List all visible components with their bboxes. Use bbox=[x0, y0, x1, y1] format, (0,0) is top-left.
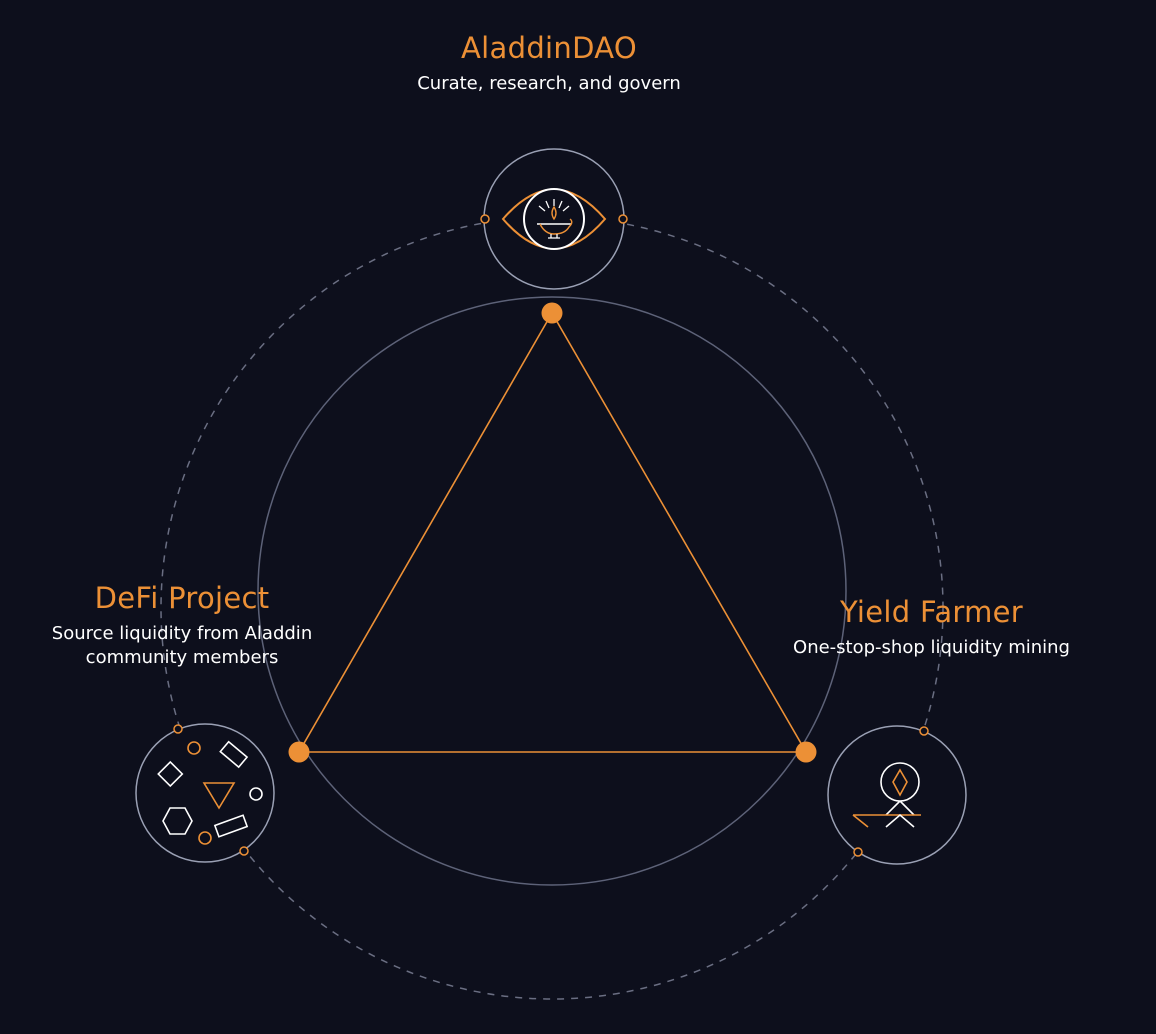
defi-label: DeFi Project Source liquidity from Aladd… bbox=[20, 580, 344, 670]
aladdin-title: AladdinDAO bbox=[461, 31, 637, 65]
connector-dot bbox=[480, 214, 490, 224]
vertex-dot-top bbox=[541, 302, 563, 324]
connector-dot bbox=[618, 214, 628, 224]
scattered-shapes-icon bbox=[157, 740, 263, 845]
yield-node[interactable] bbox=[827, 725, 967, 865]
defi-node[interactable] bbox=[135, 723, 275, 863]
farmer-icon bbox=[852, 762, 921, 828]
connection-triangle bbox=[297, 311, 808, 753]
vertex-dot-right bbox=[795, 741, 817, 763]
defi-subtitle: Source liquidity from Aladdin community … bbox=[51, 623, 313, 668]
connector-dot bbox=[173, 724, 183, 734]
lamp-eye-icon bbox=[501, 188, 607, 250]
vertex-dot-left bbox=[288, 741, 310, 763]
defi-title: DeFi Project bbox=[94, 581, 270, 615]
yield-subtitle: One-stop-shop liquidity mining bbox=[793, 637, 1070, 658]
aladdin-label: AladdinDAO Curate, research, and govern bbox=[300, 30, 798, 96]
outer-dashed-orbit bbox=[160, 216, 944, 1000]
yield-label: Yield Farmer One-stop-shop liquidity min… bbox=[770, 594, 1093, 660]
aladdin-subtitle: Curate, research, and govern bbox=[417, 73, 681, 94]
aladdin-node[interactable] bbox=[480, 148, 628, 290]
yield-title: Yield Farmer bbox=[839, 595, 1024, 629]
connector-dot bbox=[919, 726, 929, 736]
inner-circle bbox=[257, 296, 847, 886]
connector-dot bbox=[239, 846, 249, 856]
connector-dot bbox=[853, 847, 863, 857]
